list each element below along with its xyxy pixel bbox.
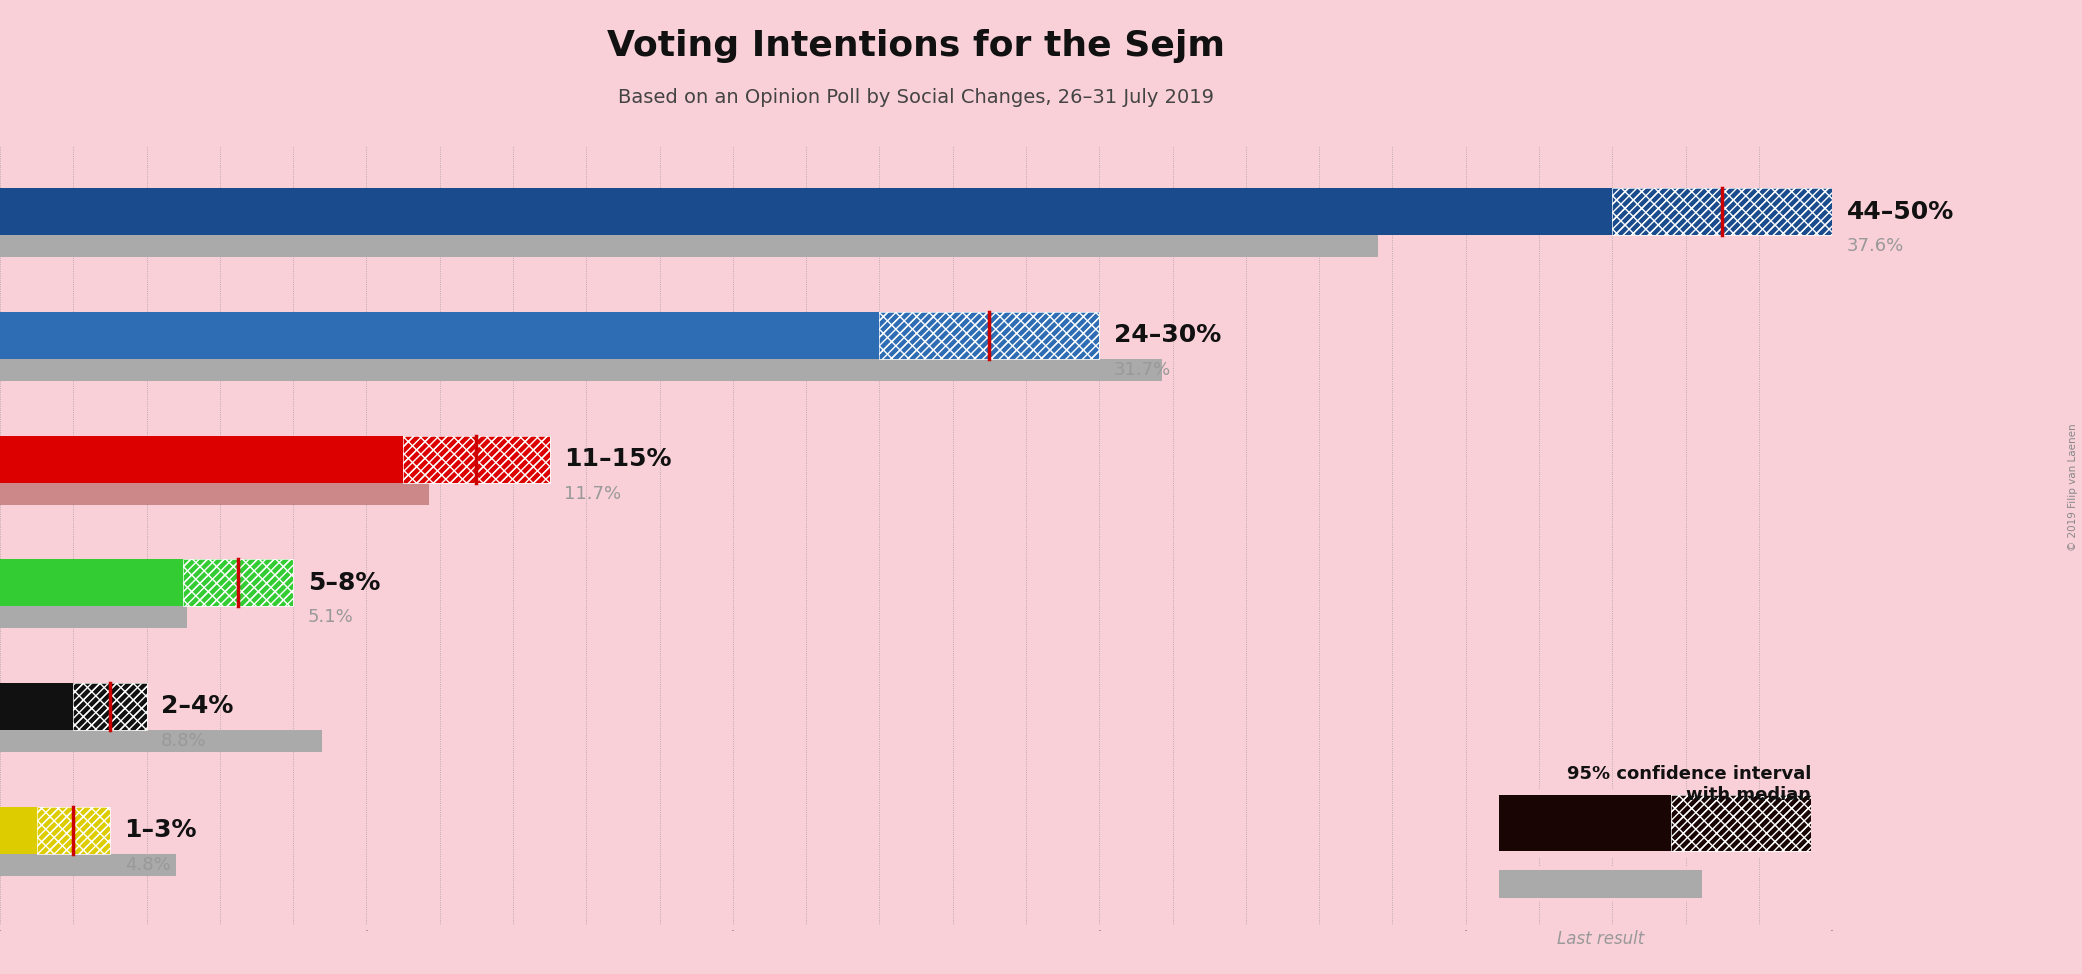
Bar — [404, 435, 550, 482]
Bar — [1611, 188, 1832, 235]
Bar — [0, 208, 1832, 215]
Text: 95% confidence interval
with median: 95% confidence interval with median — [1568, 765, 1811, 804]
Bar — [404, 435, 550, 482]
Bar — [0, 482, 429, 505]
Bar — [0, 806, 37, 853]
Text: © 2019 Filip van Laenen: © 2019 Filip van Laenen — [2067, 423, 2078, 551]
Bar — [37, 806, 110, 853]
Text: 31.7%: 31.7% — [1114, 361, 1172, 379]
Bar — [1499, 870, 1703, 898]
Bar — [0, 559, 183, 606]
Bar — [0, 730, 323, 752]
Bar — [0, 332, 1832, 339]
Bar — [0, 606, 187, 628]
Bar — [879, 312, 1099, 358]
Text: 24–30%: 24–30% — [1114, 323, 1222, 348]
Text: Voting Intentions for the Sejm: Voting Intentions for the Sejm — [608, 29, 1224, 63]
Bar — [0, 580, 1832, 586]
Text: 8.8%: 8.8% — [160, 732, 206, 750]
Bar — [1499, 795, 1670, 851]
Text: 1–3%: 1–3% — [125, 818, 198, 843]
Text: 4.8%: 4.8% — [125, 856, 171, 874]
Bar — [0, 853, 175, 876]
Bar — [0, 235, 1378, 257]
Bar — [0, 188, 1611, 235]
Bar — [0, 358, 1162, 381]
Bar — [1670, 795, 1811, 851]
Bar — [0, 435, 404, 482]
Bar — [183, 559, 294, 606]
Bar — [0, 312, 879, 358]
Bar — [1611, 188, 1832, 235]
Text: 5.1%: 5.1% — [308, 609, 354, 626]
Text: 37.6%: 37.6% — [1847, 238, 1905, 255]
Text: 11–15%: 11–15% — [564, 447, 672, 471]
Bar — [0, 683, 73, 730]
Bar — [1670, 795, 1811, 851]
Bar — [73, 683, 146, 730]
Bar — [183, 559, 294, 606]
Text: 11.7%: 11.7% — [564, 485, 620, 503]
Bar — [879, 312, 1099, 358]
Text: Last result: Last result — [1557, 930, 1645, 948]
Bar — [37, 806, 110, 853]
Text: 44–50%: 44–50% — [1847, 200, 1955, 224]
Bar — [0, 456, 1832, 463]
Bar — [73, 683, 146, 730]
Text: 5–8%: 5–8% — [308, 571, 381, 595]
Bar — [0, 703, 1832, 710]
Text: Based on an Opinion Poll by Social Changes, 26–31 July 2019: Based on an Opinion Poll by Social Chang… — [618, 88, 1214, 107]
Text: 2–4%: 2–4% — [160, 694, 233, 719]
Bar — [0, 827, 1832, 834]
